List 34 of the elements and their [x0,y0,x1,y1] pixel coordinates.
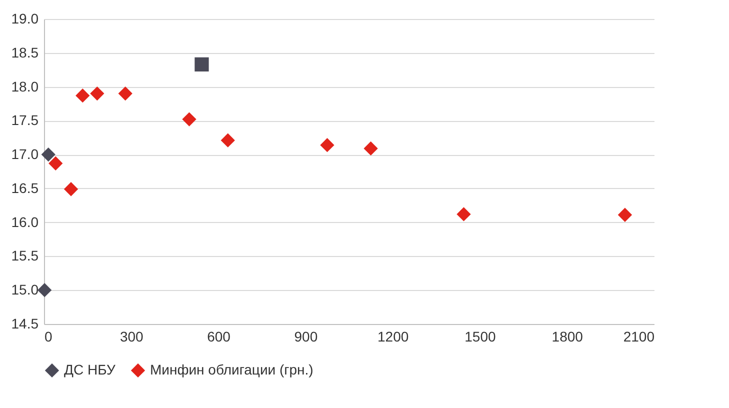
x-tick-label: 600 [207,328,231,344]
point [38,283,52,298]
y-tick-label: 14.5 [11,316,39,332]
point [456,207,471,222]
point [118,86,132,101]
point [220,133,235,148]
point [48,156,63,170]
y-tick-label: 17.0 [11,146,39,162]
point [364,141,378,156]
y-tick-label: 16.0 [11,214,39,230]
point [64,182,78,196]
x-tick-label: 300 [120,328,144,344]
point [618,208,632,222]
y-tick-label: 17.5 [11,112,39,128]
y-tick-label: 15.5 [11,248,39,264]
x-tick-label: 900 [294,328,318,344]
x-tick-label: 1500 [464,328,496,344]
legend-label: Минфин облигации (грн.) [150,361,314,378]
point [194,57,209,72]
y-tick-label: 19.0 [11,10,39,26]
y-tick-label: 15.0 [11,282,39,298]
y-tick-label: 18.5 [11,44,39,60]
y-tick-label: 16.5 [11,180,39,196]
x-tick-label: 2100 [623,328,655,344]
point [41,147,56,162]
point [90,86,104,101]
x-tick-label: 1200 [377,328,409,344]
y-tick-label: 18.0 [11,78,39,94]
legend-label: ДС НБУ [64,361,116,378]
point [320,138,334,152]
point [76,88,90,103]
x-tick-label: 1800 [552,328,584,344]
point [182,112,196,126]
x-tick-label: 0 [44,328,52,344]
